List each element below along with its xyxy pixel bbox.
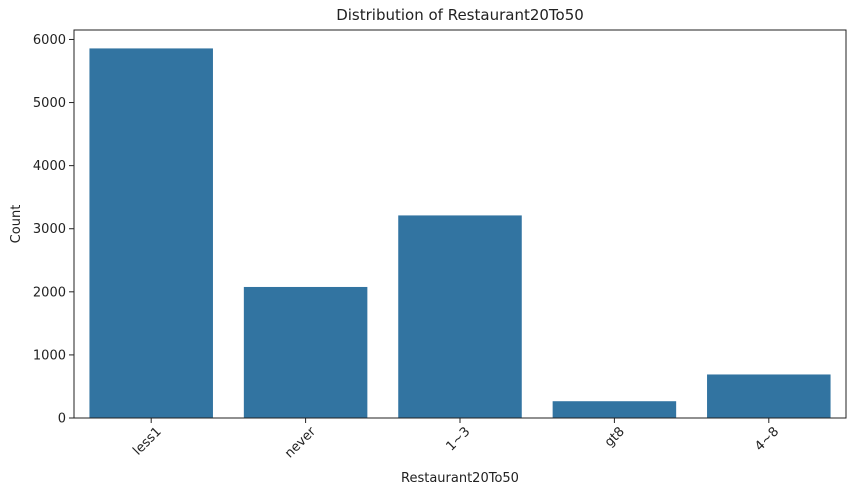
y-axis: 0 1000 2000 3000 4000 5000 6000 xyxy=(33,33,74,427)
plot-frame xyxy=(73,29,847,419)
bar-4~8 xyxy=(707,374,831,418)
x-tick-label-1~3: 1~3 xyxy=(443,424,473,454)
bar-1~3 xyxy=(398,215,522,418)
bar-never xyxy=(243,286,368,418)
y-axis-label: Count xyxy=(9,205,24,244)
y-tick-label: 1000 xyxy=(33,348,66,363)
y-tick-label: 0 xyxy=(58,412,66,427)
x-tick-label-4~8: 4~8 xyxy=(752,424,782,454)
bar-gt8 xyxy=(552,401,677,418)
x-tick-label-gt8: gt8 xyxy=(602,424,628,450)
y-tick-label: 3000 xyxy=(33,222,66,237)
y-tick-label: 6000 xyxy=(33,33,66,48)
x-axis: less1 never 1~3 gt8 4~8 xyxy=(130,418,782,461)
y-tick-label: 2000 xyxy=(33,285,66,300)
x-axis-label: Restaurant20To50 xyxy=(401,471,519,486)
x-tick-label-never: never xyxy=(282,424,319,461)
x-tick-label-less1: less1 xyxy=(130,424,164,458)
y-tick-label: 5000 xyxy=(33,96,66,111)
bar-less1 xyxy=(89,48,213,418)
y-tick-label: 4000 xyxy=(33,159,66,174)
plot-area xyxy=(89,48,831,418)
chart-title: Distribution of Restaurant20To50 xyxy=(336,6,584,24)
